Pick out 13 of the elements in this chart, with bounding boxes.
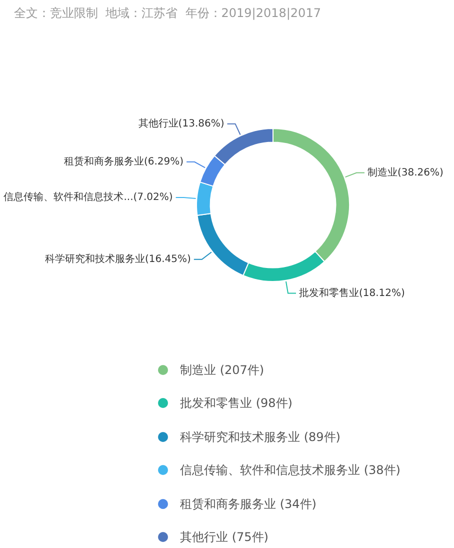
legend-label: 其他行业 (75件): [180, 528, 268, 546]
legend-label: 制造业 (207件): [180, 362, 264, 379]
legend-label: 租赁和商务服务业 (34件): [180, 496, 316, 513]
data-label: 科学研究和技术服务业(16.45%): [44, 252, 192, 265]
data-label: 租赁和商务服务业(6.29%): [64, 156, 184, 168]
data-label: 制造业(38.26%): [367, 166, 444, 178]
data-label: 信息传输、软件和信息技术...(7.02%): [4, 191, 173, 204]
data-label: 批发和零售业(18.12%): [299, 286, 406, 299]
legend-label: 批发和零售业 (98件): [180, 395, 292, 412]
data-label: 其他行业(13.86%): [138, 117, 224, 130]
legend-label: 信息传输、软件和信息技术服务业 (38件): [180, 462, 400, 480]
legend-label: 科学研究和技术服务业 (89件): [180, 428, 340, 446]
chart-title: 全文：竞业限制 地域：江苏省 年份：2019|2018|2017: [14, 5, 321, 22]
